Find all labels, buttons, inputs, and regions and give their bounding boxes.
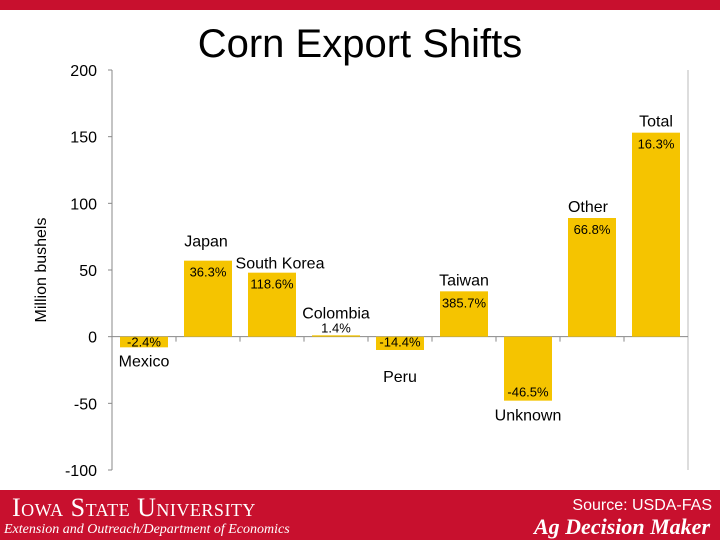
percent-label: -46.5% [507, 385, 549, 400]
category-label: South Korea [236, 256, 325, 273]
percent-label: 16.3% [638, 137, 675, 152]
y-axis-label: Million bushels [33, 218, 50, 323]
category-label: Peru [383, 369, 417, 386]
category-label: Japan [184, 234, 228, 251]
footer-bar [0, 490, 720, 540]
percent-label: -14.4% [379, 335, 421, 350]
category-label: Colombia [302, 306, 370, 323]
chart-area: 200 150 100 50 0 -50 -100 Million bushels Mexico… [33, 63, 689, 480]
y-tick-label: 150 [70, 130, 97, 147]
y-tick-label: 200 [70, 63, 97, 80]
bar-south-korea [248, 272, 296, 337]
percent-label: -2.4% [127, 335, 161, 350]
bar-colombia [312, 335, 360, 337]
bar-taiwan [440, 291, 488, 337]
university-name: Iowa State University [12, 493, 256, 522]
chart-title: Corn Export Shifts [197, 22, 523, 66]
category-label: Taiwan [439, 272, 489, 289]
percent-label: 1.4% [321, 321, 351, 336]
source-note: Source: USDA-FAS [572, 497, 712, 514]
brand-name: Ag Decision Maker [534, 514, 710, 539]
y-tick-label: 50 [79, 263, 97, 280]
y-tick-label: 0 [88, 330, 97, 347]
department-name: Extension and Outreach/Department of Eco… [4, 522, 290, 537]
percent-label: 66.8% [574, 222, 611, 237]
category-label: Other [568, 199, 609, 216]
y-tick-label: -50 [74, 396, 97, 413]
bar-japan [184, 260, 232, 337]
percent-label: 385.7% [442, 295, 487, 310]
bar-other [568, 218, 616, 337]
bar-mexico [120, 336, 168, 348]
category-label: Mexico [119, 354, 170, 371]
bar-total [632, 132, 680, 337]
top-stripe [0, 0, 720, 10]
bar-peru [376, 336, 424, 350]
category-label: Total [639, 114, 673, 131]
bar-unknown [504, 336, 552, 401]
category-label: Unknown [495, 408, 562, 425]
percent-label: 118.6% [250, 277, 294, 292]
percent-label: 36.3% [190, 265, 227, 280]
y-tick-label: 100 [70, 196, 97, 213]
y-tick-label: -100 [65, 463, 97, 480]
